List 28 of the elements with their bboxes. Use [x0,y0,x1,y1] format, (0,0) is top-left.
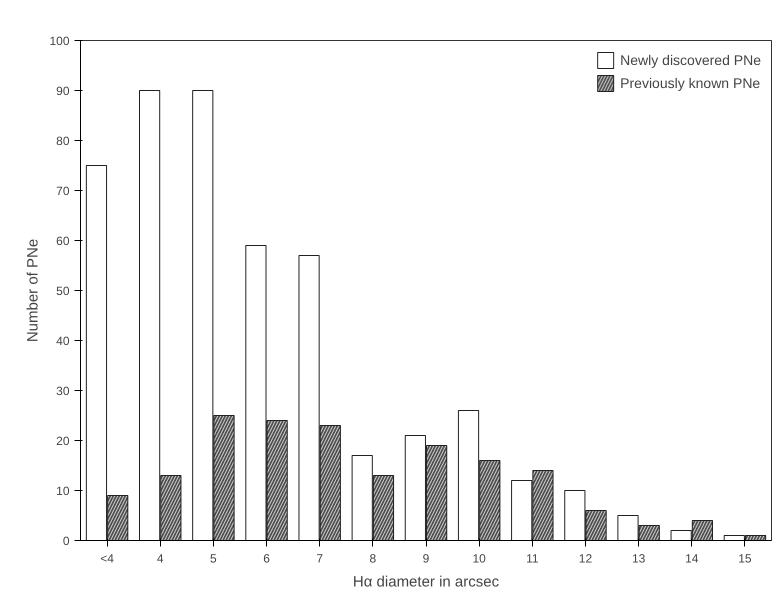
x-tick-label: 14 [685,552,699,566]
x-tick-label: 8 [370,552,377,566]
legend-label: Previously known PNe [620,75,760,91]
x-tick-label: 6 [263,552,270,566]
x-tick-label: 7 [316,552,324,566]
x-axis-title: Hα diameter in arcsec [352,574,500,590]
y-tick-label: 60 [56,234,70,248]
y-tick-label: 100 [49,34,70,48]
y-tick-label: 80 [56,134,70,148]
x-tick-label: 13 [632,552,646,566]
x-tick-label: 4 [156,552,164,566]
y-tick-label: 90 [56,84,70,98]
x-tick-label: 5 [210,552,218,566]
x-tick-label: 15 [738,552,752,566]
x-tick-label: 9 [422,552,430,566]
legend-label: Newly discovered PNe [620,52,761,68]
y-tick-label: 40 [56,334,70,348]
y-tick-label: 10 [56,484,70,498]
y-tick-label: 30 [56,384,70,398]
x-tick-label: 12 [578,552,592,566]
y-tick-label: 0 [62,534,70,548]
x-tick-label: 10 [472,552,486,566]
y-tick-label: 50 [56,284,70,298]
y-axis-title: Number of PNe [24,238,42,342]
x-tick-label: 11 [526,552,539,566]
y-tick-label: 70 [56,184,70,198]
y-tick-label: 20 [56,434,70,448]
x-tick-label: <4 [100,552,114,566]
